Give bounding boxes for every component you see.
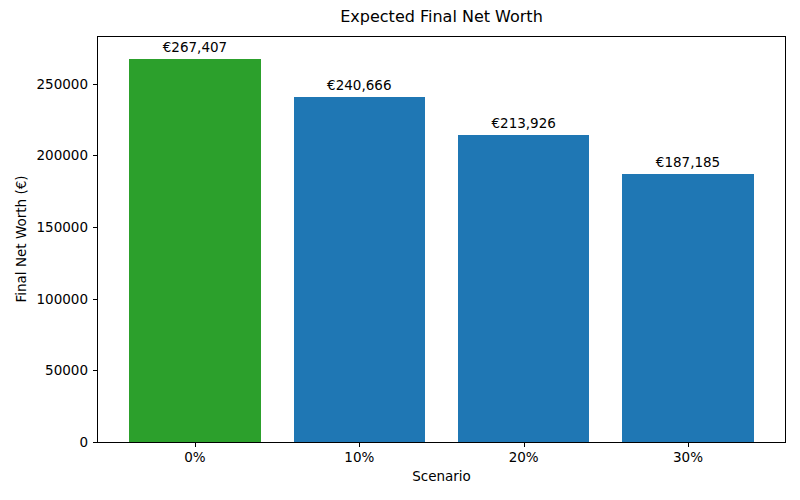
bars-layer: €267,407 €240,666 €213,926 €187,185 <box>98 37 785 442</box>
y-tick-mark <box>93 299 97 300</box>
x-tick-mark <box>688 443 689 447</box>
y-tick-mark <box>93 227 97 228</box>
y-tick-mark <box>93 370 97 371</box>
bar-value-label: €240,666 <box>289 77 429 93</box>
plot-area: €267,407€240,666€213,926€187,185 0%10%20… <box>97 36 786 443</box>
bar-0% <box>129 59 260 442</box>
bar-10% <box>294 97 425 442</box>
bar-value-label: €187,185 <box>618 154 758 170</box>
bar-30% <box>622 174 753 442</box>
y-tick-label: 200000 <box>14 148 88 162</box>
y-tick-label: 50000 <box>14 363 88 377</box>
bar-value-label: €213,926 <box>454 115 594 131</box>
y-axis-title: Final Net Worth (€) <box>13 175 29 302</box>
bar-20% <box>458 135 589 442</box>
bar-value-label: €267,407 <box>125 39 265 55</box>
chart-title: Expected Final Net Worth <box>97 7 786 26</box>
x-tick-label: 30% <box>673 449 703 465</box>
x-axis-title: Scenario <box>97 468 786 484</box>
y-tick-mark <box>93 155 97 156</box>
figure: Expected Final Net Worth Final Net Worth… <box>0 0 800 500</box>
x-tick-label: 10% <box>344 449 374 465</box>
y-tick-mark <box>93 442 97 443</box>
x-tick-mark <box>195 443 196 447</box>
y-tick-label: 0 <box>14 435 88 449</box>
y-tick-label: 250000 <box>14 77 88 91</box>
x-tick-mark <box>359 443 360 447</box>
y-tick-mark <box>93 84 97 85</box>
x-tick-label: 0% <box>184 449 205 465</box>
x-tick-mark <box>524 443 525 447</box>
y-tick-label: 100000 <box>14 292 88 306</box>
x-tick-label: 20% <box>509 449 539 465</box>
y-tick-label: 150000 <box>14 220 88 234</box>
